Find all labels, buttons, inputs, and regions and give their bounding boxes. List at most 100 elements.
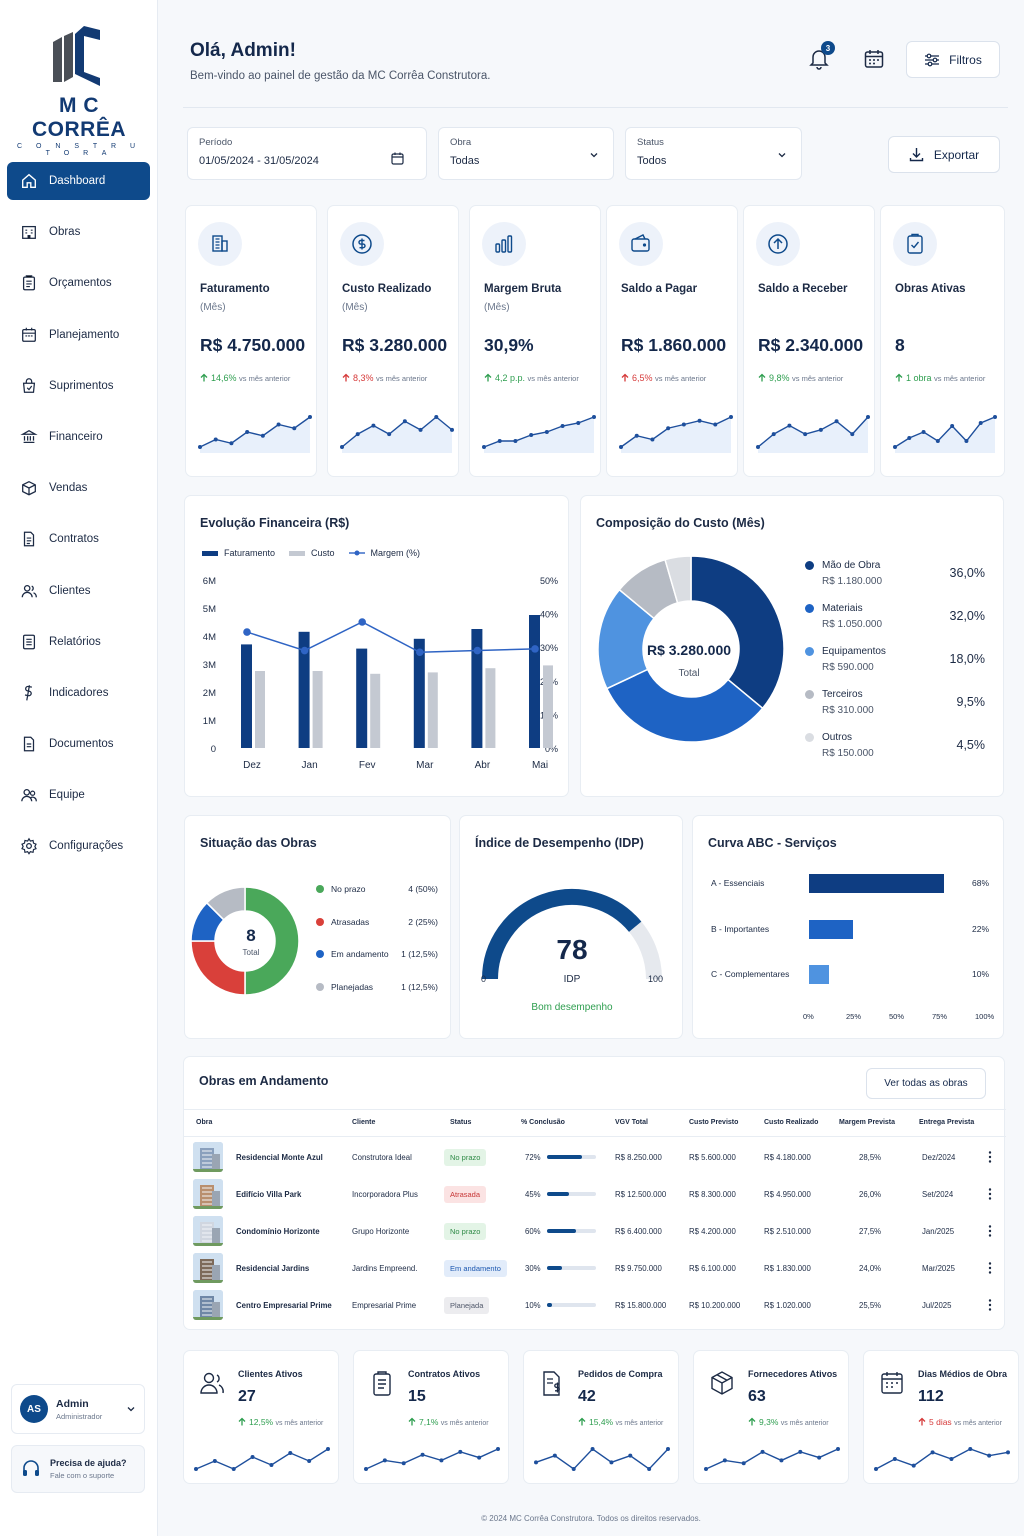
company-logo[interactable]: M C CORRÊA C O N S T R U T O R A xyxy=(10,22,148,157)
y2-tick-label: 0% xyxy=(545,744,558,754)
sidebar-item-configuracoes[interactable]: Configurações xyxy=(7,827,150,865)
kpi-card-saldo-a-receber[interactable]: Saldo a Receber R$ 2.340.000 9,8% vs mês a… xyxy=(743,205,875,477)
column-header[interactable]: Cliente xyxy=(352,1119,376,1126)
bottom-kpi-fornecedores-ativos[interactable]: Fornecedores Ativos 63 9,3% vs mês anterio… xyxy=(693,1350,849,1484)
sparkline-point xyxy=(308,415,312,419)
row-menu-icon[interactable] xyxy=(987,1150,993,1164)
abc-bar[interactable] xyxy=(809,919,853,939)
bottom-kpi-delta-value: 12,5% xyxy=(249,1417,274,1427)
bottom-kpi-pedidos-de-compra[interactable]: Pedidos de Compra 42 15,4% vs mês anterior xyxy=(523,1350,679,1484)
sidebar-item-relatorios[interactable]: Relatórios xyxy=(7,623,150,661)
status-filter[interactable]: Status Todos xyxy=(625,127,802,180)
legend-dot xyxy=(316,982,324,991)
row-menu-icon[interactable] xyxy=(987,1224,993,1238)
abc-bar[interactable] xyxy=(809,874,944,893)
calendar-button[interactable] xyxy=(863,48,885,70)
bar-custo[interactable] xyxy=(370,673,381,748)
table-row[interactable]: Edifício Villa Park Incorporadora Plus Atr… xyxy=(184,1176,1006,1213)
bar-custo[interactable] xyxy=(312,671,323,748)
period-filter[interactable]: Período 01/05/2024 - 31/05/2024 xyxy=(187,127,427,180)
column-header[interactable]: Status xyxy=(450,1119,472,1126)
table-row[interactable]: Residencial Monte Azul Construtora Ideal N… xyxy=(184,1139,1006,1176)
sidebar-item-vendas[interactable]: Vendas xyxy=(7,469,150,507)
table-row[interactable]: Centro Empresarial Prime Empresarial Prim… xyxy=(184,1287,1006,1324)
row-menu-icon[interactable] xyxy=(987,1187,993,1201)
sidebar-item-indicadores[interactable]: Indicadores xyxy=(7,674,150,712)
column-header[interactable]: Entrega Prevista xyxy=(919,1119,975,1126)
donut-slice-planejadas[interactable] xyxy=(205,886,246,921)
abc-bar[interactable] xyxy=(809,965,829,984)
obra-name[interactable]: Condomínio Horizonte xyxy=(236,1227,320,1236)
kpi-card-margem-bruta[interactable]: Margem Bruta (Mês) 30,9% 4,2 p.p. vs mês an… xyxy=(469,205,601,477)
point-margem[interactable] xyxy=(243,628,251,636)
point-margem[interactable] xyxy=(473,646,482,655)
bottom-kpi-clientes-ativos[interactable]: Clientes Ativos 27 12,5% vs mês anterior xyxy=(183,1350,339,1484)
sidebar-item-contratos[interactable]: Contratos xyxy=(7,520,150,558)
sparkline-area xyxy=(200,417,310,453)
chevron-down-icon[interactable] xyxy=(126,1404,136,1414)
user-menu[interactable]: AS Admin Administrador xyxy=(11,1384,145,1434)
table-row[interactable]: Condomínio Horizonte Grupo Horizonte No pr… xyxy=(184,1213,1006,1250)
point-margem[interactable] xyxy=(531,645,539,653)
sidebar-item-dashboard[interactable]: Dashboard xyxy=(7,162,150,200)
kpi-card-obras-ativas[interactable]: Obras Ativas 8 1 obra vs mês anterior xyxy=(880,205,1005,477)
table-row[interactable]: Residencial Jardins Jardins Empreend. Em a… xyxy=(184,1250,1006,1287)
bottom-kpi-contratos-ativos[interactable]: Contratos Ativos 15 7,1% vs mês anterior xyxy=(353,1350,509,1484)
obra-filter[interactable]: Obra Todas xyxy=(438,127,614,180)
bar-custo[interactable] xyxy=(543,665,553,748)
kpi-delta-compare: vs mês anterior xyxy=(655,374,707,383)
help-support-card[interactable]: Precisa de ajuda? Fale com o suporte xyxy=(11,1445,145,1493)
sidebar-item-suprimentos[interactable]: Suprimentos xyxy=(7,367,150,405)
sidebar-item-equipe[interactable]: Equipe xyxy=(7,776,150,814)
bar-faturamento[interactable] xyxy=(298,631,310,748)
donut-slice-materiais[interactable] xyxy=(605,668,764,743)
bar-faturamento[interactable] xyxy=(413,638,425,748)
donut-slice-m-o-de-obra[interactable] xyxy=(690,555,785,710)
view-all-obras-button[interactable]: Ver todas as obras xyxy=(866,1068,986,1099)
sparkline-point xyxy=(1006,1450,1010,1455)
bottom-kpi-dias-medios-de-obra[interactable]: Dias Médios de Obra 112 5 dias vs mês ante… xyxy=(863,1350,1019,1484)
sidebar-item-obras[interactable]: Obras xyxy=(7,213,150,251)
bar-faturamento[interactable] xyxy=(356,648,368,748)
row-menu-icon[interactable] xyxy=(987,1261,993,1275)
kpi-card-saldo-a-pagar[interactable]: Saldo a Pagar R$ 1.860.000 6,5% vs mês ant… xyxy=(606,205,738,477)
point-margem[interactable] xyxy=(300,646,309,655)
column-header[interactable]: Custo Previsto xyxy=(689,1119,739,1126)
sidebar-item-orcamentos[interactable]: Orçamentos xyxy=(7,264,150,302)
kpi-card-faturamento[interactable]: Faturamento (Mês) R$ 4.750.000 14,6% vs mês… xyxy=(185,205,317,477)
column-header[interactable]: VGV Total xyxy=(615,1119,648,1126)
obra-name[interactable]: Residencial Jardins xyxy=(236,1264,310,1273)
export-button[interactable]: Exportar xyxy=(888,136,1000,173)
kpi-card-custo-realizado[interactable]: Custo Realizado (Mês) R$ 3.280.000 8,3% vs … xyxy=(327,205,459,477)
sidebar-item-label: Orçamentos xyxy=(49,277,112,290)
bar-faturamento[interactable] xyxy=(529,615,540,748)
row-menu-icon[interactable] xyxy=(987,1298,993,1312)
sidebar-item-financeiro[interactable]: Financeiro xyxy=(7,418,150,456)
bar-custo[interactable] xyxy=(255,671,265,748)
obra-name[interactable]: Edifício Villa Park xyxy=(236,1190,302,1199)
sidebar-item-clientes[interactable]: Clientes xyxy=(7,572,150,610)
column-header[interactable]: Margem Prevista xyxy=(839,1119,896,1126)
donut-slice-outros[interactable] xyxy=(664,555,692,604)
point-margem[interactable] xyxy=(358,618,366,626)
obra-vgv: R$ 6.400.000 xyxy=(615,1227,662,1236)
sidebar-item-planejamento[interactable]: Planejamento xyxy=(7,316,150,354)
obra-name[interactable]: Residencial Monte Azul xyxy=(236,1153,323,1162)
kpi-title: Custo Realizado xyxy=(342,283,432,295)
sidebar-item-documentos[interactable]: Documentos xyxy=(7,725,150,763)
bar-faturamento[interactable] xyxy=(471,629,483,748)
bar-custo[interactable] xyxy=(485,668,496,748)
notifications-button[interactable]: 3 xyxy=(808,41,835,72)
bar-custo[interactable] xyxy=(427,672,438,748)
column-header[interactable]: % Conclusão xyxy=(521,1119,565,1126)
obra-name[interactable]: Centro Empresarial Prime xyxy=(236,1301,332,1310)
sparkline-point xyxy=(529,433,534,437)
point-margem[interactable] xyxy=(416,648,424,657)
y2-tick-label: 40% xyxy=(540,610,558,620)
donut-slice-no-prazo[interactable] xyxy=(244,886,300,996)
bar-faturamento[interactable] xyxy=(241,644,252,748)
legend-dot xyxy=(805,604,814,613)
filters-button[interactable]: Filtros xyxy=(906,41,1000,78)
column-header[interactable]: Obra xyxy=(196,1119,213,1126)
column-header[interactable]: Custo Realizado xyxy=(764,1119,819,1126)
